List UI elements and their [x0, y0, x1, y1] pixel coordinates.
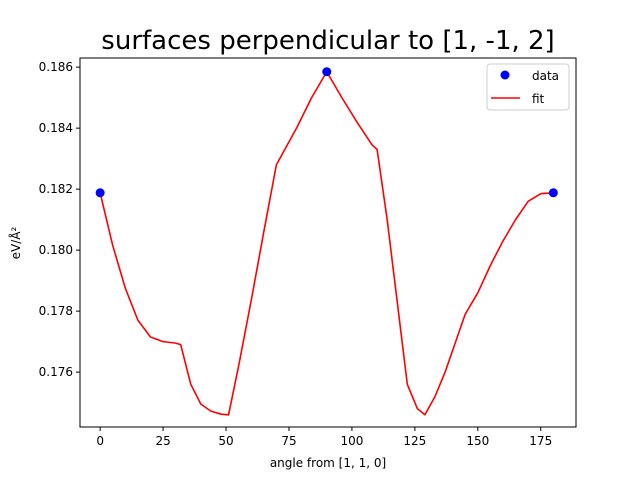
legend-fit-label: fit: [532, 92, 545, 106]
x-tick-label: 0: [96, 434, 104, 448]
data-series: [95, 67, 558, 198]
plot-area: [80, 58, 576, 427]
data-point: [322, 67, 332, 77]
y-tick-label: 0.176: [39, 365, 73, 379]
chart-title: surfaces perpendicular to [1, -1, 2]: [101, 26, 554, 56]
data-point: [95, 188, 105, 198]
y-axis-ticks: 0.176 0.178 0.180 0.182 0.184 0.186: [39, 60, 80, 379]
x-tick-label: 50: [218, 434, 233, 448]
plot-frame: [79, 57, 577, 428]
x-axis-label: angle from [1, 1, 0]: [270, 456, 386, 470]
legend-data-marker: [500, 70, 510, 80]
y-tick-label: 0.184: [39, 121, 73, 135]
y-tick-label: 0.178: [39, 304, 73, 318]
legend-data-label: data: [532, 69, 559, 83]
x-axis-ticks: 0 25 50 75 100 125 150 175: [96, 427, 552, 448]
x-tick-label: 25: [155, 434, 170, 448]
x-tick-label: 125: [403, 434, 426, 448]
y-axis-label: eV/Å²: [8, 226, 23, 259]
y-tick-label: 0.186: [39, 60, 73, 74]
x-tick-label: 150: [466, 434, 489, 448]
x-tick-label: 100: [340, 434, 363, 448]
y-tick-label: 0.182: [39, 182, 73, 196]
x-tick-label: 75: [281, 434, 296, 448]
legend: data fit: [486, 63, 570, 111]
y-tick-label: 0.180: [39, 243, 73, 257]
data-point: [548, 188, 558, 198]
x-tick-label: 175: [529, 434, 552, 448]
